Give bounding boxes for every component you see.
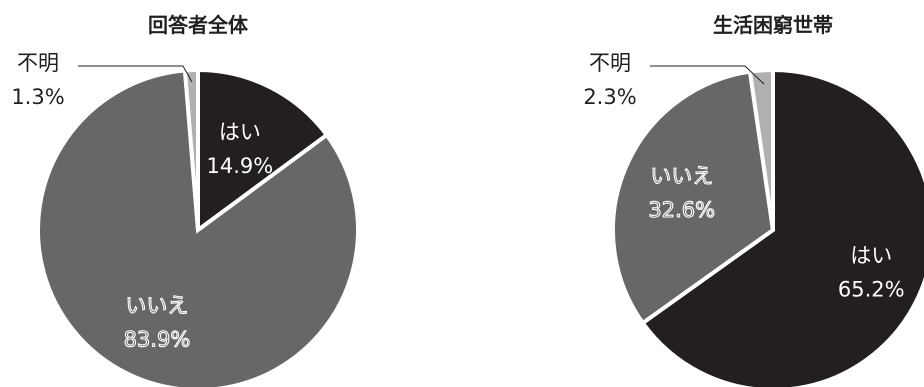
slice-label: いいえ (650, 164, 713, 188)
slice-value-label: 2.3% (583, 85, 636, 109)
slice-value-label: 65.2% (838, 277, 905, 301)
slice-label: いいえ (125, 293, 188, 317)
slice-label: はい (219, 120, 261, 144)
pie-slice (196, 67, 330, 234)
pie-slice (611, 69, 776, 326)
pie-slice (182, 67, 200, 231)
slice-value-label: 14.9% (206, 154, 273, 178)
pie-slice (36, 68, 360, 387)
slice-label: はい (850, 243, 892, 267)
slice-value-label: 83.9% (124, 327, 191, 351)
slice-label: 不明 (17, 51, 59, 75)
chart-title: 回答者全体 (148, 13, 249, 37)
pie-slice (639, 67, 924, 387)
pie-slice (747, 67, 775, 231)
callout-line (78, 65, 193, 83)
slice-value-label: 1.3% (11, 85, 64, 109)
callout-line (650, 65, 765, 85)
slice-label: 不明 (589, 51, 631, 75)
chart-title: 生活困窮世帯 (713, 13, 833, 37)
slice-value-label: 32.6% (648, 198, 715, 222)
